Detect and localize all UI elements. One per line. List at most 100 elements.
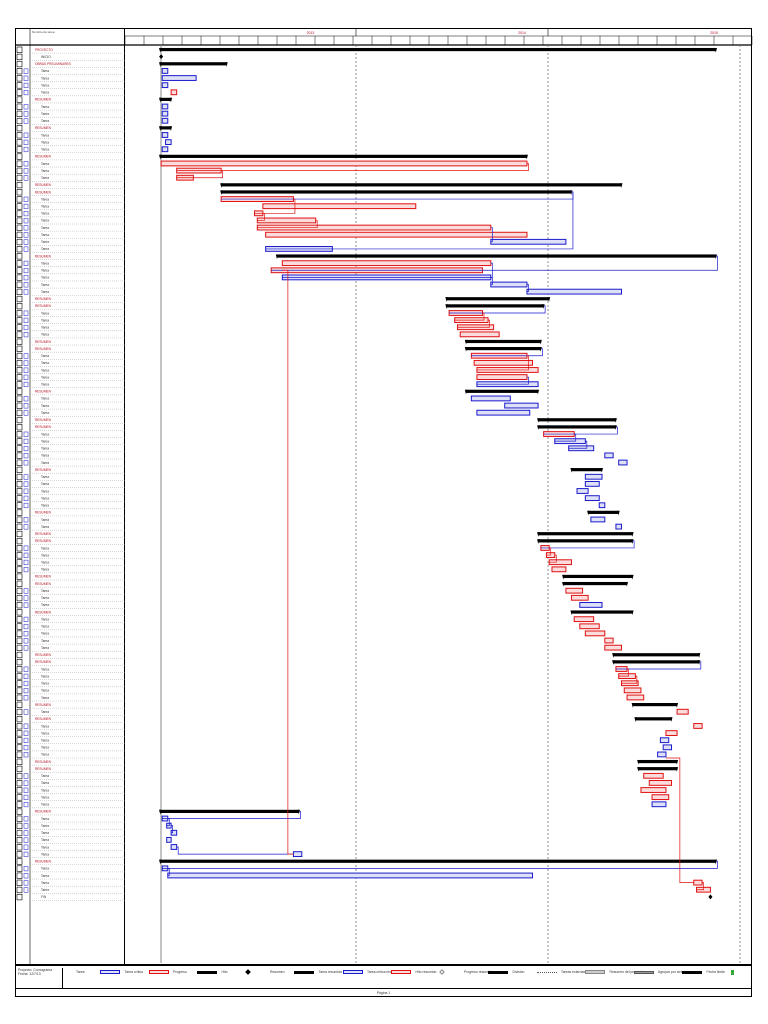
row-id-cell	[16, 117, 23, 125]
row-id-cell	[16, 737, 23, 744]
summary-bar-cap	[675, 703, 679, 708]
task-bar	[504, 402, 539, 409]
row-id-cell	[16, 630, 23, 637]
task-name: Tarea	[41, 226, 49, 230]
legend-swatch-crit	[148, 970, 169, 974]
task-info-icon	[23, 68, 29, 74]
row-id-cell	[16, 829, 23, 837]
summary-bar-cap	[714, 859, 717, 865]
task-bar	[161, 82, 169, 89]
dependency-link	[176, 163, 529, 171]
task-name: Tarea	[41, 496, 49, 500]
task-bar	[166, 836, 172, 843]
task-info-icon	[23, 866, 29, 872]
legend-label: Agrupar por síntesis	[658, 970, 689, 974]
task-name: Tarea	[41, 731, 49, 735]
critical-task-bar	[626, 694, 645, 701]
task-name: Tarea	[41, 148, 49, 152]
critical-task-bar	[676, 708, 689, 715]
task-info-icon	[23, 631, 29, 637]
row-id-cell	[16, 53, 23, 61]
task-bar	[598, 502, 606, 509]
summary-bar-cap	[542, 304, 545, 309]
summary-bar-cap	[562, 581, 565, 587]
task-name: Tarea	[41, 290, 49, 294]
task-name: Tarea	[41, 119, 49, 123]
task-name: Tarea	[41, 881, 49, 885]
row-id-cell	[16, 96, 23, 103]
task-name: RESUMEN	[35, 425, 52, 429]
critical-task-bar	[476, 374, 528, 380]
task-info-icon	[23, 410, 29, 416]
task-name: Tarea	[41, 674, 49, 678]
dependency-link	[621, 675, 638, 684]
row-id-cell	[16, 580, 23, 587]
task-name: Tarea	[41, 710, 49, 714]
summary-bar-cap	[525, 154, 528, 160]
summary-bar	[638, 759, 678, 764]
milestone-mark	[159, 54, 164, 60]
task-name: Tarea	[41, 689, 49, 693]
task-name: Tarea	[41, 867, 49, 871]
summary-bar	[563, 574, 633, 579]
dependency-link	[540, 540, 635, 549]
legend-label: Tarea crítica resumida	[367, 970, 401, 974]
task-name: Tarea	[41, 133, 49, 137]
row-id-cell	[16, 673, 23, 680]
task-info-icon	[23, 524, 29, 530]
summary-bar	[160, 859, 716, 863]
row-id-cell	[16, 851, 23, 858]
summary-bar-cap	[464, 347, 468, 352]
row-id-cell	[16, 103, 23, 110]
summary-bar-cap	[539, 347, 542, 352]
row-id-cell	[16, 60, 23, 68]
task-info-icon	[23, 887, 29, 893]
dependency-link	[454, 312, 485, 321]
row-id-cell	[16, 644, 23, 652]
task-info-icon	[23, 488, 29, 494]
task-name: Tarea	[41, 326, 49, 330]
legend-label: Hito resumido	[415, 970, 437, 974]
legend: Proyecto: Cronograma Fecha: 12/7/13 Tare…	[15, 965, 752, 989]
summary-bar-cap	[600, 468, 604, 473]
summary-bar-cap	[159, 154, 162, 160]
summary-bar-cap	[697, 660, 701, 665]
task-name: Tarea	[41, 333, 49, 337]
task-name: RESUMEN	[35, 703, 52, 707]
dependency-link	[549, 554, 557, 563]
task-bar	[526, 288, 622, 295]
critical-task-bar	[473, 359, 534, 366]
task-name: RESUMEN	[35, 340, 52, 344]
dependency-link	[696, 882, 704, 891]
row-id-cell	[16, 132, 23, 139]
row-id-cell	[16, 395, 23, 402]
row-id-cell	[16, 844, 23, 851]
legend-label: Fecha límite	[706, 970, 725, 974]
summary-bar	[446, 297, 550, 301]
task-name: Tarea	[41, 461, 49, 465]
task-name: RESUMEN	[35, 810, 52, 814]
task-name: Tarea	[41, 824, 49, 828]
summary-bar	[160, 97, 172, 101]
task-bar	[590, 516, 606, 523]
summary-bar	[160, 154, 527, 158]
task-name: Tarea	[41, 432, 49, 436]
task-info-icon	[23, 381, 29, 388]
legend-swatch-progress	[488, 971, 508, 974]
task-info-icon	[23, 111, 29, 117]
task-info-icon	[23, 638, 29, 644]
row-id-cell	[16, 203, 23, 210]
row-id-cell	[16, 780, 23, 787]
task-name: Tarea	[41, 561, 49, 565]
task-name: Tarea	[41, 504, 49, 508]
task-info-icon	[23, 830, 29, 836]
dependency-link	[546, 547, 552, 556]
task-info-icon	[23, 559, 29, 566]
task-name: Tarea	[41, 261, 49, 265]
summary-bar-cap	[275, 254, 279, 260]
row-id-cell	[16, 545, 23, 552]
task-name: Tarea	[41, 397, 49, 401]
row-id-cell	[16, 89, 23, 96]
summary-bar-cap	[220, 183, 223, 188]
row-id-cell	[16, 516, 23, 523]
